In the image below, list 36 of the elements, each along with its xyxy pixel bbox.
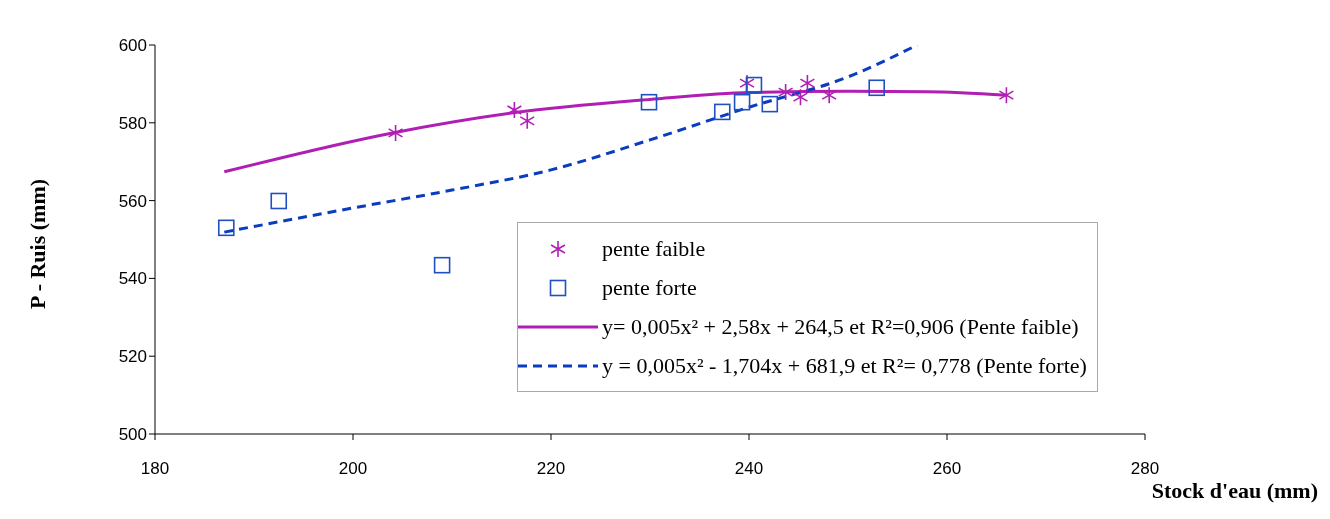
y-axis-title: P - Ruis (mm): [25, 178, 51, 310]
point: [640, 93, 658, 111]
point: [433, 256, 451, 274]
x-tick-label: 280: [1130, 459, 1160, 479]
y-tick-label: 580: [118, 113, 147, 133]
point: [761, 95, 779, 113]
point: [998, 86, 1015, 104]
y-tick-label: 540: [118, 269, 147, 289]
y-tick-label: 560: [118, 191, 147, 211]
x-tick-label: 200: [338, 459, 368, 479]
point: [821, 86, 837, 104]
x-tick-label: 240: [734, 459, 764, 479]
point: [739, 74, 755, 92]
y-tick-label: 500: [118, 425, 147, 445]
point: [733, 93, 751, 111]
point: [387, 124, 404, 142]
x-axis-title: Stock d'eau (mm): [1151, 478, 1318, 504]
point: [777, 83, 794, 101]
point: [506, 101, 523, 119]
legend-label: y = 0,005x² - 1,704x + 681,9 et R²= 0,778 (Pente forte): [602, 352, 1087, 379]
x-tick-label: 180: [140, 459, 170, 479]
y-tick-label: 600: [118, 36, 147, 56]
point: [799, 74, 816, 92]
x-tick-label: 220: [536, 459, 566, 479]
legend-label: pente faible: [602, 235, 706, 262]
legend-label: y= 0,005x² + 2,58x + 264,5 et R²=0,906 (Pente faible): [602, 313, 1079, 340]
point: [745, 76, 763, 94]
point: [217, 219, 235, 237]
x-tick-label: 260: [932, 459, 962, 479]
point: [270, 192, 288, 210]
point: [519, 112, 535, 130]
point: [792, 88, 809, 106]
y-tick-label: 520: [118, 347, 147, 367]
point: [713, 103, 731, 121]
point: [868, 79, 886, 97]
legend-label: pente forte: [602, 274, 697, 301]
